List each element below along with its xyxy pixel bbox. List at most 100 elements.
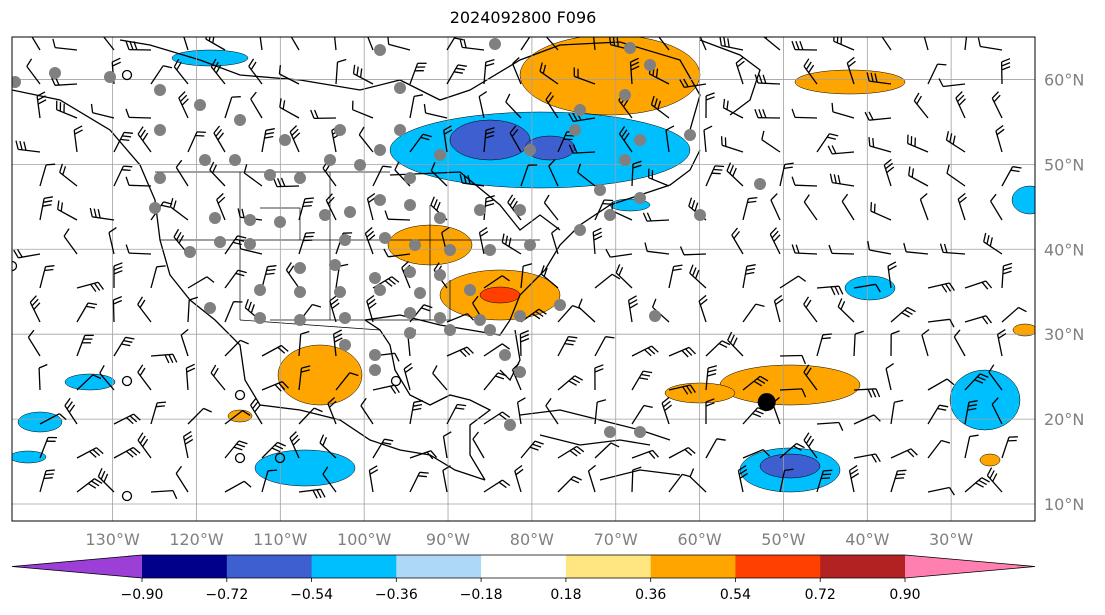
barb-feather	[661, 396, 670, 404]
wind-barb	[689, 264, 707, 289]
barb-feather	[423, 104, 427, 114]
barb-feather	[509, 125, 517, 134]
barb-feather	[250, 61, 257, 70]
wind-barb	[816, 421, 844, 431]
barb-feather	[505, 235, 509, 245]
barb-feather	[875, 388, 881, 398]
barb-feather	[420, 136, 430, 141]
barb-feather	[523, 263, 533, 267]
barb-feather	[643, 370, 653, 374]
wind-barb	[76, 447, 104, 459]
barb-feather	[92, 374, 102, 380]
barb-feather	[628, 299, 638, 305]
barb-feather	[129, 415, 138, 423]
barb-feather	[983, 232, 987, 242]
barb-staff	[631, 449, 653, 459]
barb-feather	[495, 375, 505, 380]
longitude-label: 50°W	[761, 530, 805, 549]
chart-title: 2024092800 F096	[449, 8, 597, 27]
wind-barb	[113, 446, 141, 459]
wind-barb	[76, 478, 103, 493]
barb-staff	[259, 37, 263, 51]
barb-feather	[901, 312, 910, 318]
barb-feather	[573, 475, 582, 481]
barb-staff	[689, 476, 707, 493]
barb-feather	[23, 141, 27, 151]
barb-feather	[532, 443, 542, 448]
barb-feather	[747, 200, 757, 204]
barb-feather	[647, 347, 656, 355]
barb-feather	[652, 449, 659, 458]
barb-staff	[240, 248, 263, 255]
barb-feather	[180, 328, 189, 336]
wind-barb	[719, 37, 744, 51]
barb-feather	[456, 35, 465, 37]
wind-barb	[368, 465, 379, 493]
barb-staff	[742, 448, 764, 459]
barb-feather	[181, 98, 189, 106]
barb-feather	[313, 407, 323, 413]
station-dot	[404, 266, 416, 278]
wind-barb	[409, 133, 432, 153]
barb-staff	[594, 402, 598, 425]
barb-feather	[216, 193, 224, 201]
barb-staff	[250, 98, 263, 119]
barb-feather	[664, 404, 673, 412]
barb-feather	[665, 125, 675, 131]
barb-feather	[292, 132, 301, 140]
barb-feather	[463, 38, 467, 48]
barb-staff	[927, 378, 948, 391]
wind-barb	[1001, 262, 1013, 289]
calm-wind-circle	[121, 69, 133, 81]
barb-staff	[803, 201, 818, 221]
wind-barb	[890, 469, 907, 493]
barb-feather	[542, 64, 547, 74]
barb-feather	[288, 265, 295, 274]
barb-feather	[60, 202, 64, 212]
station-dot	[394, 124, 406, 136]
barb-feather	[894, 399, 904, 403]
barb-staff	[946, 172, 966, 187]
barb-feather	[328, 400, 337, 408]
contour-fill	[17, 411, 63, 433]
station-dot	[434, 212, 446, 224]
colorbar-bin	[481, 555, 567, 578]
barb-staff	[927, 440, 942, 459]
wind-barb	[383, 248, 411, 258]
barb-feather	[125, 108, 130, 118]
station-dot	[754, 178, 766, 190]
barb-feather	[873, 414, 881, 422]
wind-barb	[298, 488, 326, 499]
barb-feather	[172, 200, 177, 210]
barb-feather	[691, 200, 696, 209]
barb-staff	[505, 101, 522, 119]
wind-barb	[290, 37, 300, 51]
wind-barb	[76, 281, 105, 292]
station-markers	[12, 38, 766, 502]
barb-feather	[694, 269, 700, 279]
wind-barb	[548, 159, 559, 187]
barb-feather	[63, 228, 70, 237]
wind-barb	[99, 364, 115, 391]
wind-barb	[31, 37, 41, 51]
barb-feather	[248, 58, 255, 67]
wind-barb	[478, 227, 489, 255]
barb-feather	[121, 169, 131, 172]
wind-barb	[754, 74, 781, 85]
barb-staff	[39, 413, 60, 425]
barb-feather	[520, 333, 530, 339]
wind-barb	[848, 465, 860, 493]
barb-feather	[94, 478, 103, 484]
wind-barb	[887, 261, 897, 289]
wind-barb	[890, 448, 918, 459]
wind-barb	[39, 196, 54, 221]
barb-feather	[888, 265, 897, 271]
barb-feather	[466, 346, 474, 354]
barb-feather	[125, 450, 134, 458]
barb-feather	[729, 334, 735, 344]
wind-barb	[90, 103, 115, 119]
barb-feather	[467, 175, 471, 185]
contour-fill	[664, 382, 736, 404]
barb-feather	[485, 199, 495, 203]
contour-fill	[759, 453, 821, 479]
